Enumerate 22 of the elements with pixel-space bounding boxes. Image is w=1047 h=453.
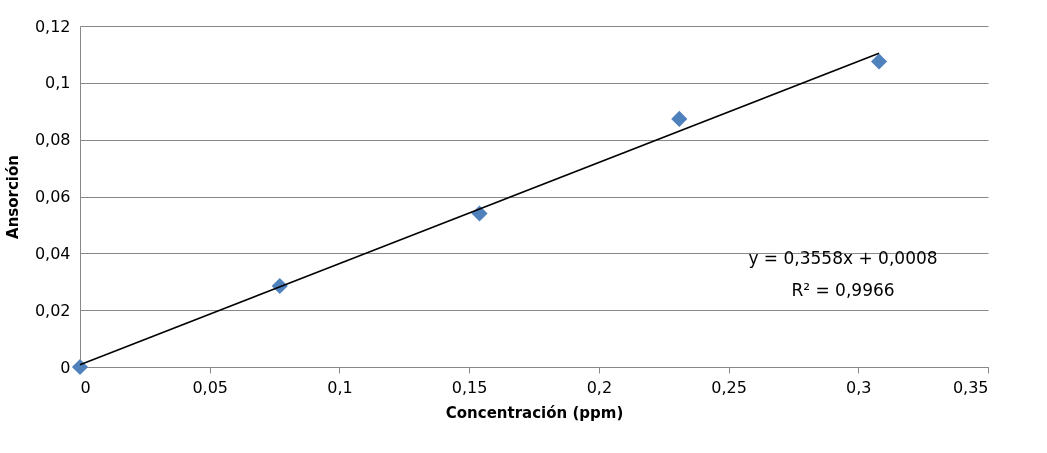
x-tick-label: 0,1	[327, 377, 353, 397]
y-axis-title: Ansorción	[3, 155, 22, 239]
y-tick-label: 0	[60, 357, 71, 377]
y-tick-label: 0,02	[34, 300, 71, 320]
point	[71, 358, 89, 376]
y-tick-label: 0,1	[45, 73, 71, 93]
point	[671, 110, 688, 127]
point	[870, 53, 888, 70]
x-tick-label: 0,05	[192, 377, 229, 397]
x-tick-label: 0,35	[952, 377, 989, 397]
x-tick-label: 0,25	[711, 377, 747, 397]
y-tick-label: 0,06	[34, 187, 71, 206]
annotation: y = 0,3558x + 0,0008	[748, 248, 938, 268]
annotation: R² = 0,9966	[791, 280, 895, 300]
x-tick-label: 0	[80, 377, 91, 397]
x-axis-title: Concentración (ppm)	[445, 403, 624, 422]
y-tick-label: 0,12	[34, 16, 71, 36]
y-tick-label: 0,08	[34, 130, 71, 150]
x-tick-label: 0,3	[846, 377, 872, 397]
y-tick-label: 0,04	[34, 243, 71, 263]
x-tick-label: 0,2	[586, 377, 613, 397]
x-tick-label: 0,15	[451, 377, 488, 397]
